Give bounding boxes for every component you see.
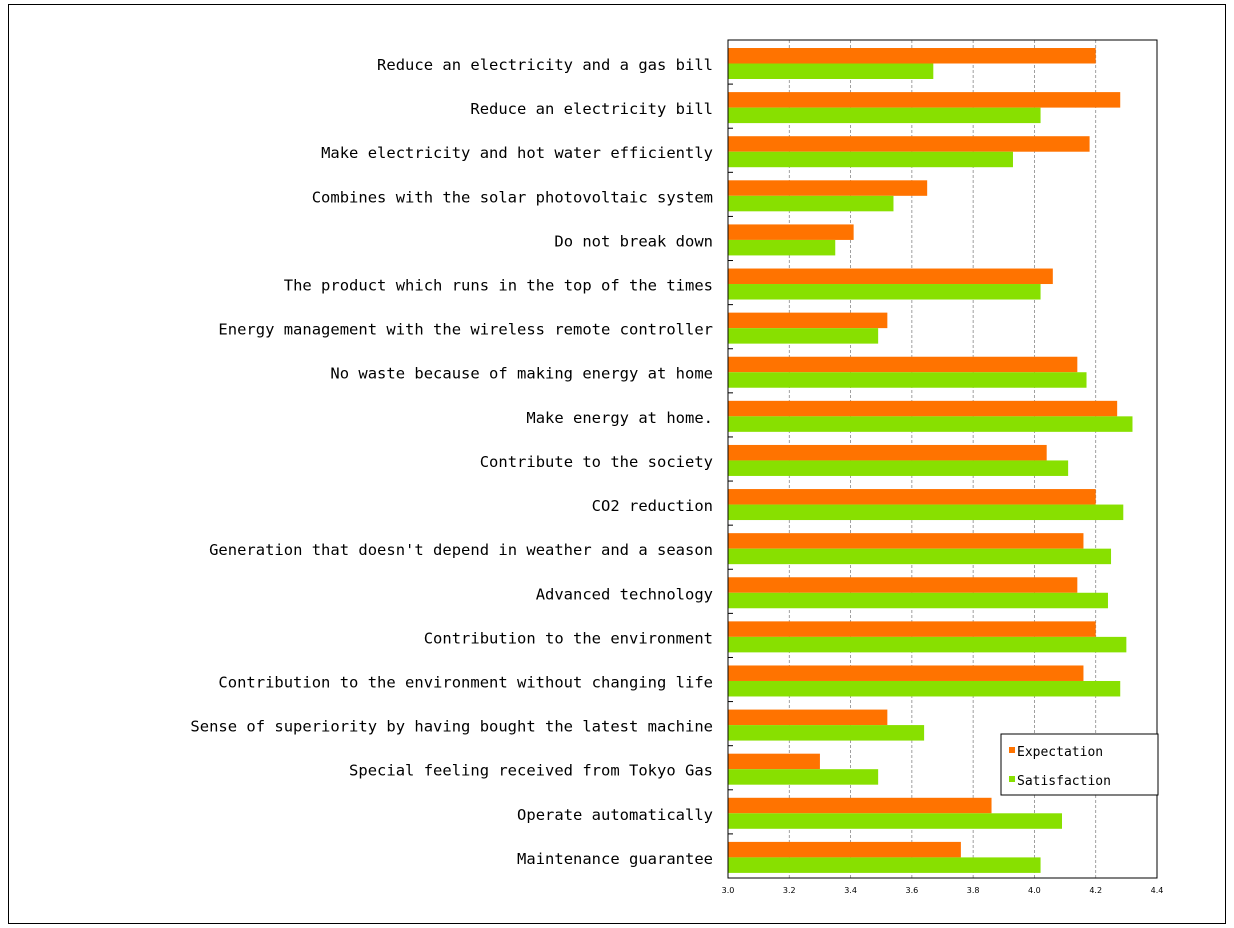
bar-expectation xyxy=(728,136,1090,152)
bar-satisfaction xyxy=(728,107,1041,124)
bar-satisfaction xyxy=(728,636,1127,653)
bar-satisfaction xyxy=(728,284,1041,300)
category-label: Make electricity and hot water efficient… xyxy=(321,144,713,162)
bar-expectation xyxy=(728,312,888,329)
bar-expectation xyxy=(728,709,888,726)
x-tick-label: 3.8 xyxy=(967,886,980,895)
category-label: Do not break down xyxy=(554,232,713,250)
legend-box xyxy=(1000,733,1159,796)
bar-expectation xyxy=(728,92,1121,108)
bars xyxy=(728,48,1133,873)
category-label: Advanced technology xyxy=(536,585,713,603)
bar-expectation xyxy=(728,753,820,770)
category-label: Contribute to the society xyxy=(480,453,713,471)
x-tick-label: 3.2 xyxy=(783,886,796,895)
x-tick-label: 3.4 xyxy=(844,886,857,895)
category-label: Contribution to the environment xyxy=(424,629,713,647)
category-label: Contribution to the environment without … xyxy=(218,673,713,691)
bar-expectation xyxy=(728,841,961,858)
category-label: Reduce an electricity and a gas bill xyxy=(377,56,713,74)
bar-satisfaction xyxy=(728,680,1121,697)
bar-expectation xyxy=(728,577,1078,593)
category-label: Energy management with the wireless remo… xyxy=(218,321,713,339)
bar-satisfaction xyxy=(728,460,1069,476)
x-tick-label: 4.2 xyxy=(1089,886,1102,895)
plot-frame xyxy=(727,39,1158,879)
category-label: Reduce an electricity bill xyxy=(470,100,713,118)
bar-satisfaction xyxy=(728,239,836,256)
bar-satisfaction xyxy=(728,416,1133,432)
bar-expectation xyxy=(728,665,1084,681)
bar-satisfaction xyxy=(728,725,925,741)
category-label: Make energy at home. xyxy=(526,409,713,427)
bar-expectation xyxy=(728,180,928,196)
chart-figure: Reduce an electricity and a gas bill Redu… xyxy=(8,4,1226,924)
category-label: Operate automatically xyxy=(517,806,713,824)
legend-swatch-expectation xyxy=(1009,747,1015,753)
category-label: Combines with the solar photovoltaic sys… xyxy=(312,188,713,206)
category-label: The product which runs in the top of the… xyxy=(284,277,713,295)
bar-satisfaction xyxy=(728,504,1124,521)
bar-satisfaction xyxy=(728,63,934,79)
bar-satisfaction xyxy=(728,195,894,212)
category-label: Maintenance guarantee xyxy=(517,850,713,868)
category-label: Generation that doesn't depend in weathe… xyxy=(209,541,713,559)
x-tick-label: 4.0 xyxy=(1028,886,1041,895)
category-label: No waste because of making energy at hom… xyxy=(330,365,713,383)
bar-expectation xyxy=(728,533,1084,549)
bar-expectation xyxy=(728,797,992,814)
bar-expectation xyxy=(728,224,854,240)
bar-satisfaction xyxy=(728,813,1063,829)
bar-satisfaction xyxy=(728,548,1112,565)
bar-chart: Reduce an electricity and a gas bill Redu… xyxy=(190,39,1164,895)
category-label: Sense of superiority by having bought th… xyxy=(190,718,713,736)
category-label: Special feeling received from Tokyo Gas xyxy=(349,762,713,780)
bar-satisfaction xyxy=(728,372,1087,388)
bar-expectation xyxy=(728,489,1096,505)
legend-label-satisfaction: Satisfaction xyxy=(1017,774,1111,789)
bar-expectation xyxy=(728,48,1096,64)
x-tick-label: 3.6 xyxy=(905,886,918,895)
legend-label-expectation: Expectation xyxy=(1017,745,1103,760)
bar-satisfaction xyxy=(728,769,879,785)
bar-satisfaction xyxy=(728,592,1108,609)
bar-expectation xyxy=(728,268,1053,285)
bar-expectation xyxy=(728,400,1118,417)
x-tick-labels: 3.0 3.2 3.4 3.6 3.8 4.0 4.2 4.4 xyxy=(722,886,1164,895)
bar-satisfaction xyxy=(728,857,1041,873)
bar-expectation xyxy=(728,444,1047,461)
bar-satisfaction xyxy=(728,151,1013,168)
axes xyxy=(727,39,1158,879)
legend-swatch-satisfaction xyxy=(1009,776,1015,782)
x-tick-label: 3.0 xyxy=(722,886,735,895)
category-label: CO2 reduction xyxy=(592,497,713,515)
legend: Expectation Satisfaction xyxy=(1000,733,1159,796)
x-tick-label: 4.4 xyxy=(1151,886,1164,895)
bar-satisfaction xyxy=(728,328,879,344)
bar-expectation xyxy=(728,621,1096,637)
category-labels: Reduce an electricity and a gas bill Redu… xyxy=(190,56,713,868)
bar-expectation xyxy=(728,356,1078,373)
